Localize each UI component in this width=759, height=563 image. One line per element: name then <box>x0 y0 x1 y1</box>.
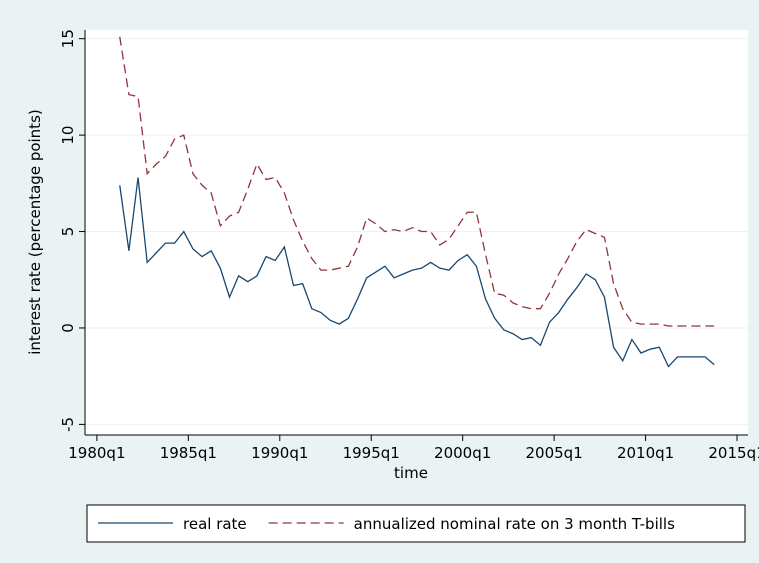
x-tick-label: 2000q1 <box>434 444 491 462</box>
y-tick-label: 5 <box>59 227 77 237</box>
x-tick-label: 1995q1 <box>343 444 400 462</box>
x-tick-label: 2015q1 <box>708 444 759 462</box>
y-axis-title: interest rate (percentage points) <box>26 109 44 355</box>
x-tick-label: 1990q1 <box>251 444 308 462</box>
series-line <box>119 36 715 327</box>
legend-label: annualized nominal rate on 3 month T-bil… <box>354 515 675 533</box>
x-axis-title: time <box>394 464 428 482</box>
x-tick-label: 1985q1 <box>160 444 217 462</box>
plot-area <box>85 30 748 435</box>
x-tick-label: 2005q1 <box>526 444 583 462</box>
y-tick-label: -5 <box>59 417 77 432</box>
x-tick-label: 1980q1 <box>68 444 125 462</box>
legend-label: real rate <box>183 515 247 533</box>
x-tick-label: 2010q1 <box>617 444 674 462</box>
y-tick-label: 10 <box>59 126 77 145</box>
y-tick-label: 15 <box>59 29 77 48</box>
legend-box <box>86 504 746 543</box>
series-line <box>119 177 715 368</box>
y-tick-label: 0 <box>59 323 77 333</box>
